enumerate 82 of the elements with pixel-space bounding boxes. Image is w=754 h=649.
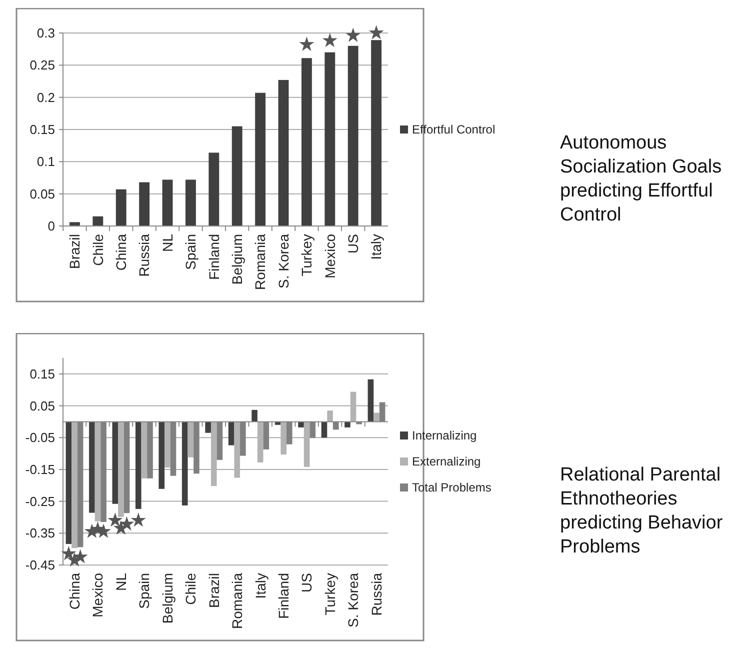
text: Relational Parental Ethnotheories predicting Behavior Problems <box>560 464 724 558</box>
bar <box>321 422 328 438</box>
bar <box>344 422 350 428</box>
x-tick-label: Belgium <box>159 573 176 624</box>
x-tick-label: Italy <box>368 234 384 260</box>
x-tick-label: NL <box>112 572 129 591</box>
legend-label: Effortful Control <box>412 122 496 137</box>
x-tick-label: Romania <box>229 572 246 630</box>
bar <box>158 422 165 489</box>
x-tick-label: S. Korea <box>345 572 362 628</box>
bar <box>162 180 173 226</box>
bar <box>66 422 72 544</box>
bar <box>324 52 336 226</box>
y-tick-label: 0.05 <box>30 186 55 202</box>
x-tick-label: NL <box>159 234 176 252</box>
y-tick-label: -0.25 <box>25 494 55 509</box>
bar <box>278 80 289 226</box>
x-tick-label: Finland <box>206 234 222 280</box>
x-tick-label: Belgium <box>229 234 245 285</box>
x-tick-label: China <box>113 234 130 271</box>
bar <box>141 422 148 478</box>
x-tick-label: Mexico <box>90 572 106 618</box>
bar <box>118 422 124 517</box>
bar <box>374 412 380 422</box>
x-tick-label: Chile <box>182 572 199 605</box>
y-tick-label: 0.3 <box>36 26 55 41</box>
bar <box>92 216 104 226</box>
bar <box>327 410 333 422</box>
bar <box>185 180 196 226</box>
legend-label: Total Problems <box>412 480 492 495</box>
bar <box>69 222 80 226</box>
y-tick-label: 0.05 <box>30 398 55 414</box>
y-tick-label: 0.25 <box>30 58 55 73</box>
bar <box>348 46 358 226</box>
x-tick-label: Brazil <box>206 573 222 608</box>
bar <box>135 422 142 509</box>
y-tick-label: -0.05 <box>25 430 55 446</box>
bar <box>94 422 101 522</box>
x-tick-label: Finland <box>275 573 292 619</box>
bar <box>208 152 220 226</box>
bar <box>252 410 258 422</box>
bar <box>112 422 118 504</box>
bar <box>72 422 78 548</box>
bar <box>116 189 126 226</box>
y-tick-label: 0.15 <box>30 122 55 138</box>
x-tick-label: Russia <box>368 572 384 616</box>
y-tick-label: -0.35 <box>25 526 55 541</box>
x-tick-label: China <box>66 572 82 610</box>
bar <box>232 126 242 226</box>
y-tick-label: 0.1 <box>36 154 55 170</box>
bar <box>371 40 382 226</box>
y-tick-label: -0.15 <box>25 462 55 478</box>
bar <box>182 422 188 506</box>
bar <box>89 422 95 513</box>
legend-label: Internalizing <box>412 428 477 443</box>
x-tick-label: Turkey <box>322 573 338 616</box>
y-tick-label: -0.45 <box>25 558 55 573</box>
x-tick-label: US <box>298 573 315 592</box>
x-tick-label: Italy <box>252 573 268 599</box>
x-tick-label: Romania <box>252 234 268 290</box>
y-tick-label: 0.15 <box>30 366 55 382</box>
bar <box>228 422 234 446</box>
bar <box>188 422 194 458</box>
x-tick-label: US <box>344 234 361 254</box>
bar <box>255 92 266 226</box>
x-tick-label: Chile <box>90 234 106 266</box>
y-tick-label: 0.2 <box>36 90 55 105</box>
x-tick-label: Turkey <box>298 234 315 276</box>
x-tick-label: Spain <box>182 234 199 270</box>
legend-label: Externalizing <box>412 454 481 469</box>
x-tick-label: S. Korea <box>275 234 292 288</box>
x-tick-label: Spain <box>136 573 152 609</box>
bar <box>139 182 150 226</box>
bar <box>298 422 304 428</box>
y-tick-label: 0 <box>48 218 55 234</box>
text: Autonomous Socialization Goals predicting Effortful Control <box>560 132 722 226</box>
bar <box>301 58 312 226</box>
x-tick-label: Russia <box>136 234 152 277</box>
x-tick-label: Mexico <box>322 234 338 278</box>
bar <box>205 422 211 433</box>
x-tick-label: Brazil <box>66 234 83 270</box>
bar <box>368 379 374 422</box>
